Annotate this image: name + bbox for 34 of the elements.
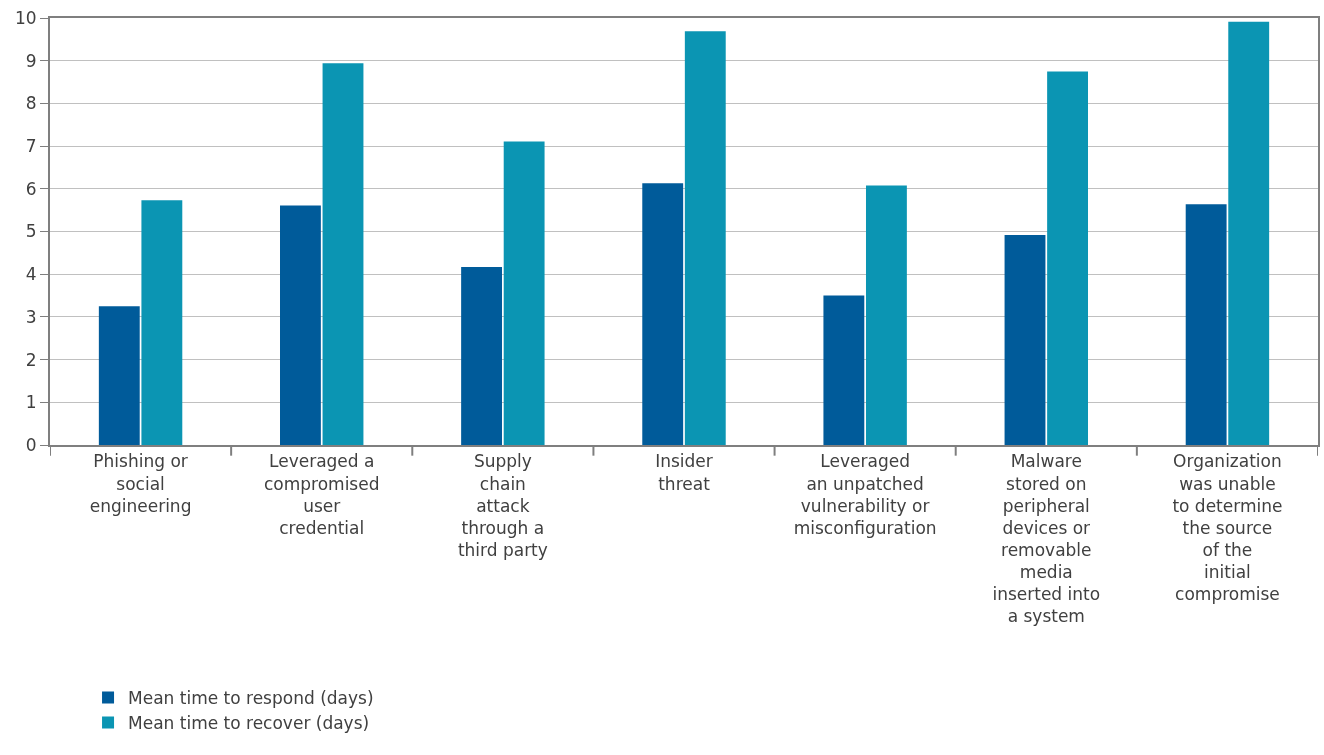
bar bbox=[98, 306, 140, 445]
y-tick-label: 10 bbox=[14, 7, 37, 28]
x-tick-label: Organization was unable to determine the source of the initial compromise bbox=[1172, 451, 1283, 604]
y-tick-label: 7 bbox=[25, 136, 37, 157]
y-tick-label: 8 bbox=[25, 93, 37, 114]
legend-label: Mean time to recover (days) bbox=[128, 713, 370, 734]
x-tick-label: Insider threat bbox=[655, 451, 713, 494]
bar bbox=[865, 185, 907, 445]
y-tick-label: 1 bbox=[25, 392, 37, 413]
bar bbox=[1047, 71, 1088, 445]
bar bbox=[1185, 204, 1227, 445]
y-tick-label: 3 bbox=[25, 306, 37, 327]
y-tick-label: 9 bbox=[25, 50, 37, 71]
bar bbox=[823, 295, 865, 445]
x-tick-label: Malware stored on peripheral devices or removable media inserted into a system bbox=[992, 451, 1101, 627]
bar bbox=[1004, 234, 1046, 445]
legend-label: Mean time to respond (days) bbox=[128, 688, 374, 709]
bar bbox=[642, 183, 684, 445]
x-tick-label: Leveraged a compromised user credential bbox=[263, 451, 380, 538]
bar bbox=[684, 31, 726, 445]
bar bbox=[1228, 21, 1270, 445]
bar bbox=[461, 266, 503, 445]
bar bbox=[503, 141, 545, 445]
y-tick-label: 0 bbox=[25, 434, 37, 455]
x-tick-label: Supply chain attack through a third party bbox=[457, 451, 548, 560]
x-tick-label: Leveraged an unpatched vulnerability or misconfiguration bbox=[793, 451, 937, 538]
y-tick-label: 4 bbox=[25, 264, 37, 285]
x-tick-label: Phishing or social engineering bbox=[89, 451, 192, 516]
y-tick-label: 6 bbox=[25, 178, 37, 199]
bar bbox=[141, 200, 183, 445]
bar bbox=[280, 205, 321, 445]
bar bbox=[322, 63, 364, 445]
y-tick-label: 2 bbox=[25, 349, 37, 370]
y-tick-label: 5 bbox=[25, 221, 37, 242]
